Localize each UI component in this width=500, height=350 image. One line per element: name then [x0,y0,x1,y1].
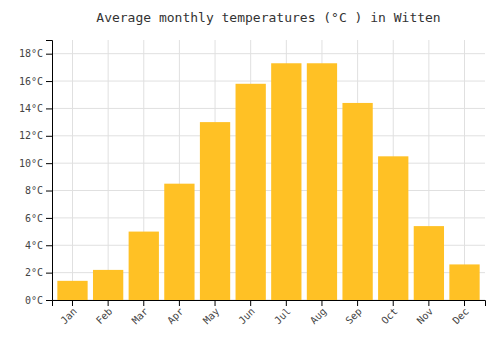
y-tick-mark [46,108,52,109]
y-tick-label: 8°C [25,185,43,196]
x-tick: Mar [130,300,151,326]
y-tick: 18°C [19,48,52,59]
y-tick-label: 10°C [19,158,43,169]
x-tick-mark [143,300,144,306]
x-grid-line [464,40,465,300]
y-grid-line [52,53,485,54]
bar [449,264,479,300]
x-tick-label: Nov [415,306,436,327]
x-tick-label: Apr [165,306,186,327]
y-grid-line [52,163,485,164]
x-tick: Aug [308,300,329,326]
y-grid-line [52,108,485,109]
bar [378,156,408,300]
x-grid-line [72,40,73,300]
x-tick: Oct [379,300,400,326]
x-tick-label: Feb [94,306,115,327]
x-tick-label: May [201,306,222,327]
x-tick-label: Jan [58,306,79,327]
y-grid-line [52,217,485,218]
y-tick-label: 4°C [25,240,43,251]
x-tick-mark [286,300,287,306]
bar [57,281,87,300]
x-tick: Apr [165,300,186,326]
title: Average monthly temperatures (°C ) in Wi… [96,10,440,25]
bar [414,226,444,300]
y-tick-label: 12°C [19,130,43,141]
x-tick: Nov [415,300,436,326]
y-tick: 0°C [25,295,52,306]
x-tick: Jun [236,300,257,326]
y-tick-label: 18°C [19,48,43,59]
x-tick-label: Sep [343,306,364,327]
y-tick-label: 0°C [25,295,43,306]
y-axis-line [46,41,53,301]
x-tick: Jul [272,300,293,326]
y-tick: 6°C [25,213,52,224]
y-tick-mark [46,163,52,164]
bar [93,270,123,300]
y-tick: 12°C [19,130,52,141]
y-axis: 0°C 2°C 4°C 6°C 8°C 10°C 12°C 14°C 16°C 18°C [19,41,53,306]
x-tick-label: Mar [130,306,151,327]
y-tick-mark [46,81,52,82]
bar [271,63,301,300]
y-tick-mark [46,54,52,55]
bar [164,184,194,300]
y-tick-label: 16°C [19,76,43,87]
x-tick-label: Jun [236,306,257,327]
x-tick-label: Oct [379,306,400,327]
x-tick-mark [428,300,429,306]
x-tick-mark [357,300,358,306]
y-tick: 2°C [25,267,52,278]
y-grid-line [52,81,485,82]
x-tick: Feb [94,300,115,326]
y-tick-mark [46,245,52,246]
x-tick-label: Jul [272,306,293,327]
y-tick-label: 6°C [25,213,43,224]
x-axis: Jan Feb Mar Apr May Jun Jul Aug Sep Oct Nov Dec [53,300,486,326]
y-tick: 8°C [25,185,52,196]
y-tick-label: 2°C [25,267,43,278]
bars [57,63,479,300]
x-grid-line [108,40,109,300]
y-grid-line [52,135,485,136]
chart: 0°C 2°C 4°C 6°C 8°C 10°C 12°C 14°C 16°C 18°C Jan Fe… [0,0,500,350]
y-tick-mark [46,300,52,301]
y-tick: 16°C [19,76,52,87]
x-tick-label: Dec [450,306,471,327]
x-tick: May [201,300,222,326]
bar [342,103,372,300]
x-tick: Jan [58,300,79,326]
grid [52,40,485,300]
x-tick-mark [179,300,180,306]
x-tick-label: Aug [308,306,329,327]
bar [200,122,230,300]
x-tick: Dec [450,300,471,326]
x-tick-mark [215,300,216,306]
bar [307,63,337,300]
bar [236,84,266,300]
x-tick-mark [321,300,322,306]
bar [129,232,159,300]
y-tick-mark [46,273,52,274]
y-tick-mark [46,136,52,137]
y-tick: 10°C [19,158,52,169]
y-grid-line [52,190,485,191]
y-tick: 4°C [25,240,52,251]
y-tick-mark [46,218,52,219]
plot: 0°C 2°C 4°C 6°C 8°C 10°C 12°C 14°C 16°C 18°C Jan Fe… [19,40,486,326]
x-tick-mark [464,300,465,306]
x-tick-mark [108,300,109,306]
x-tick-mark [393,300,394,306]
x-axis-line [53,301,486,307]
y-tick-mark [46,191,52,192]
x-tick-mark [72,300,73,306]
y-tick-label: 14°C [19,103,43,114]
x-tick: Sep [343,300,364,326]
y-tick: 14°C [19,103,52,114]
x-tick-mark [250,300,251,306]
